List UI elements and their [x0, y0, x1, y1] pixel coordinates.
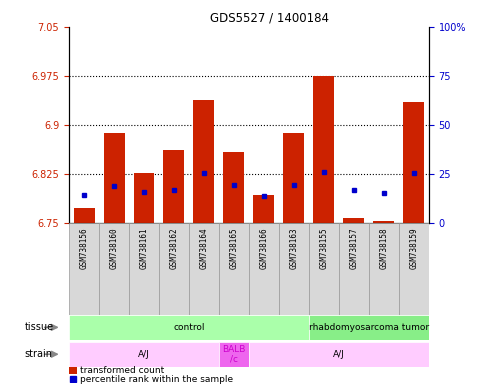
Bar	[219, 342, 249, 367]
Bar	[223, 152, 245, 223]
FancyBboxPatch shape	[69, 223, 99, 315]
FancyBboxPatch shape	[369, 223, 399, 315]
Text: A/J: A/J	[333, 350, 345, 359]
Text: transformed count: transformed count	[80, 366, 164, 375]
Text: percentile rank within the sample: percentile rank within the sample	[80, 374, 233, 384]
Text: strain: strain	[25, 349, 53, 359]
Text: GSM738159: GSM738159	[409, 227, 419, 269]
Bar	[104, 132, 125, 223]
FancyBboxPatch shape	[399, 223, 429, 315]
Text: GSM738162: GSM738162	[170, 227, 178, 269]
Bar	[134, 173, 154, 223]
Bar	[73, 209, 95, 223]
Text: GSM738155: GSM738155	[319, 227, 328, 269]
Text: BALB
/c: BALB /c	[222, 344, 246, 364]
Text: GSM738161: GSM738161	[140, 227, 148, 269]
Text: GSM738165: GSM738165	[229, 227, 239, 269]
Bar	[69, 342, 219, 367]
FancyBboxPatch shape	[129, 223, 159, 315]
Text: GSM738157: GSM738157	[350, 227, 358, 269]
Text: GSM738164: GSM738164	[200, 227, 209, 269]
Bar	[193, 100, 214, 223]
FancyBboxPatch shape	[189, 223, 219, 315]
Bar	[403, 102, 424, 223]
FancyBboxPatch shape	[279, 223, 309, 315]
Bar	[344, 218, 364, 223]
Text: A/J: A/J	[138, 350, 150, 359]
Bar	[309, 315, 429, 340]
FancyBboxPatch shape	[219, 223, 249, 315]
Text: GDS5527 / 1400184: GDS5527 / 1400184	[210, 12, 328, 25]
Bar	[373, 222, 394, 223]
Bar	[314, 76, 334, 223]
FancyBboxPatch shape	[99, 223, 129, 315]
Text: tissue: tissue	[25, 322, 54, 333]
Text: GSM738163: GSM738163	[289, 227, 298, 269]
Text: control: control	[173, 323, 205, 332]
Bar	[69, 367, 77, 374]
Bar	[283, 132, 305, 223]
FancyBboxPatch shape	[309, 223, 339, 315]
Text: GSM738158: GSM738158	[380, 227, 388, 269]
FancyBboxPatch shape	[249, 223, 279, 315]
Bar	[69, 315, 309, 340]
Bar	[249, 342, 429, 367]
FancyBboxPatch shape	[339, 223, 369, 315]
Text: GSM738160: GSM738160	[109, 227, 118, 269]
Text: GSM738166: GSM738166	[259, 227, 269, 269]
Text: GSM738156: GSM738156	[79, 227, 89, 269]
Bar	[164, 150, 184, 223]
Text: rhabdomyosarcoma tumor: rhabdomyosarcoma tumor	[309, 323, 429, 332]
Bar	[253, 195, 275, 223]
FancyBboxPatch shape	[159, 223, 189, 315]
